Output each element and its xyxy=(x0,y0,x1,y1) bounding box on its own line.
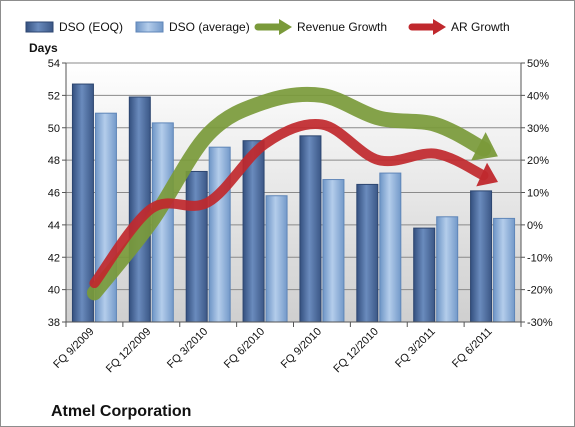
y2-tick-label: 0% xyxy=(527,220,543,232)
y2-tick-label: -20% xyxy=(527,285,553,297)
lines-layer xyxy=(86,86,499,301)
bar-dso-average xyxy=(493,217,516,323)
y2-tick-label: 20% xyxy=(527,155,549,167)
x-tick-label: FQ 3/2011 xyxy=(393,326,438,371)
x-tick-label: FQ 9/2010 xyxy=(279,326,324,371)
bar-dso-average xyxy=(379,172,402,323)
y2-tick-label: -30% xyxy=(527,317,553,329)
y2-tick-label: 40% xyxy=(527,90,549,102)
y-tick-label: 42 xyxy=(48,252,60,264)
bar-dso-average xyxy=(322,179,345,323)
y-tick-label: 46 xyxy=(48,188,60,200)
y2-tick-label: 30% xyxy=(527,123,549,135)
ar-growth-arrowhead xyxy=(476,162,499,187)
bar-dso-eoq xyxy=(299,135,322,323)
x-tick-label: FQ 12/2009 xyxy=(104,326,154,376)
legend-swatch-dso-eoq- xyxy=(25,21,54,33)
legend-label-ar-growth: AR Growth xyxy=(451,20,510,34)
bar-dso-average xyxy=(208,146,231,323)
y-tick-label: 44 xyxy=(48,220,60,232)
y-axis-label: Days xyxy=(29,41,58,55)
bar-dso-average xyxy=(265,195,288,323)
y-tick-label: 40 xyxy=(48,285,60,297)
bar-dso-eoq xyxy=(413,227,436,323)
x-tick-label: FQ 6/2010 xyxy=(222,326,267,371)
legend-label-dso-eoq-: DSO (EOQ) xyxy=(59,20,123,34)
bar-dso-eoq xyxy=(470,190,493,323)
y2-tick-label: -10% xyxy=(527,252,553,264)
y-tick-label: 52 xyxy=(48,90,60,102)
legend-arrow-ar-growth xyxy=(433,19,446,35)
x-tick-label: FQ 6/2011 xyxy=(450,326,495,371)
x-tick-label: FQ 9/2009 xyxy=(51,326,96,371)
y-tick-label: 38 xyxy=(48,317,60,329)
x-tick-label: FQ 3/2010 xyxy=(165,326,210,371)
bar-dso-eoq xyxy=(185,170,208,323)
y-tick-label: 48 xyxy=(48,155,60,167)
legend-label-revenue-growth: Revenue Growth xyxy=(297,20,387,34)
legend-arrow-revenue-growth xyxy=(279,19,292,35)
y2-tick-label: 50% xyxy=(527,58,549,70)
revenue-growth-line xyxy=(86,86,492,301)
legend-swatch-dso-average- xyxy=(135,21,164,33)
ar-growth-line xyxy=(89,119,489,289)
y-tick-label: 50 xyxy=(48,123,60,135)
bar-dso-eoq xyxy=(356,183,379,323)
x-tick-label: FQ 12/2010 xyxy=(331,326,381,376)
y2-tick-label: 10% xyxy=(527,188,549,200)
legend-label-dso-average-: DSO (average) xyxy=(169,20,250,34)
legend: DSO (EOQ) DSO (average) Revenue Growth AR G… xyxy=(25,19,510,35)
bar-dso-average xyxy=(436,216,459,323)
company-name: Atmel Corporation xyxy=(51,403,191,420)
revenue-growth-arrowhead xyxy=(471,132,498,161)
y-tick-label: 54 xyxy=(48,58,60,70)
